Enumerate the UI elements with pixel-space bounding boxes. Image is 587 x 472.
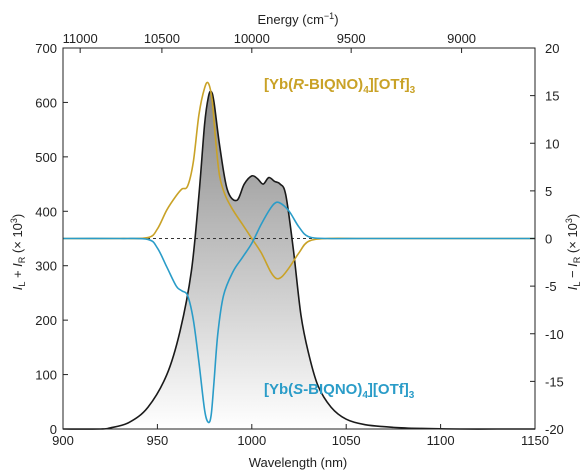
y2-tick-label: 10 <box>545 136 559 151</box>
y2-tick-label: 20 <box>545 41 559 56</box>
x-tick-label: 900 <box>52 433 74 448</box>
x-axis-label: Wavelength (nm) <box>249 455 348 470</box>
series-line-r <box>62 81 536 280</box>
y2-tick-label: 15 <box>545 89 559 104</box>
area-layer <box>63 91 535 430</box>
y-tick-label: 600 <box>35 95 57 110</box>
x-tick-label: 1100 <box>427 433 455 448</box>
y-tick-label: 300 <box>35 259 57 274</box>
y2-tick-label: 0 <box>545 232 552 247</box>
x2-tick-label: 10500 <box>144 31 180 46</box>
total-intensity-area <box>63 91 535 430</box>
x-tick-label: 1000 <box>237 433 266 448</box>
y-tick-label: 700 <box>35 41 57 56</box>
x2-tick-label: 9500 <box>337 31 366 46</box>
y2-tick-label: -20 <box>545 422 564 437</box>
x-tick-label: 950 <box>147 433 169 448</box>
y-tick-label: 400 <box>35 204 57 219</box>
y2-tick-label: -15 <box>545 374 564 389</box>
x2-axis-label-main: Energy (cm <box>257 12 323 27</box>
legend-r-series: [Yb(R-BIQNO)4][OTf]3 <box>264 76 416 96</box>
y2-tick-label: 5 <box>545 184 552 199</box>
y-tick-label: 500 <box>35 150 57 165</box>
x2-axis-label-close: ) <box>334 12 338 27</box>
y-tick-label: 200 <box>35 313 57 328</box>
x2-tick-label: 10000 <box>234 31 270 46</box>
x-tick-label: 1150 <box>521 433 549 448</box>
line-layer <box>62 81 536 430</box>
legend-s-series: [Yb(S-BIQNO)4][OTf]3 <box>264 381 415 401</box>
y2-axis-label: IL − IR (× 103) <box>564 214 582 291</box>
y2-tick-label: -10 <box>545 327 564 342</box>
x2-axis-label: Energy (cm−1) <box>257 11 338 27</box>
y-tick-label: 100 <box>35 368 57 383</box>
series-line-total <box>62 90 535 430</box>
x2-tick-label: 11000 <box>63 31 98 46</box>
series-line-s <box>62 201 536 424</box>
x2-axis-label-sup: −1 <box>324 11 334 21</box>
y-axis-label: IL + IR (× 103) <box>9 214 27 291</box>
x-tick-label: 1050 <box>332 433 361 448</box>
y-tick-label: 0 <box>50 422 57 437</box>
y2-tick-label: -5 <box>545 279 557 294</box>
x2-tick-label: 9000 <box>447 31 476 46</box>
